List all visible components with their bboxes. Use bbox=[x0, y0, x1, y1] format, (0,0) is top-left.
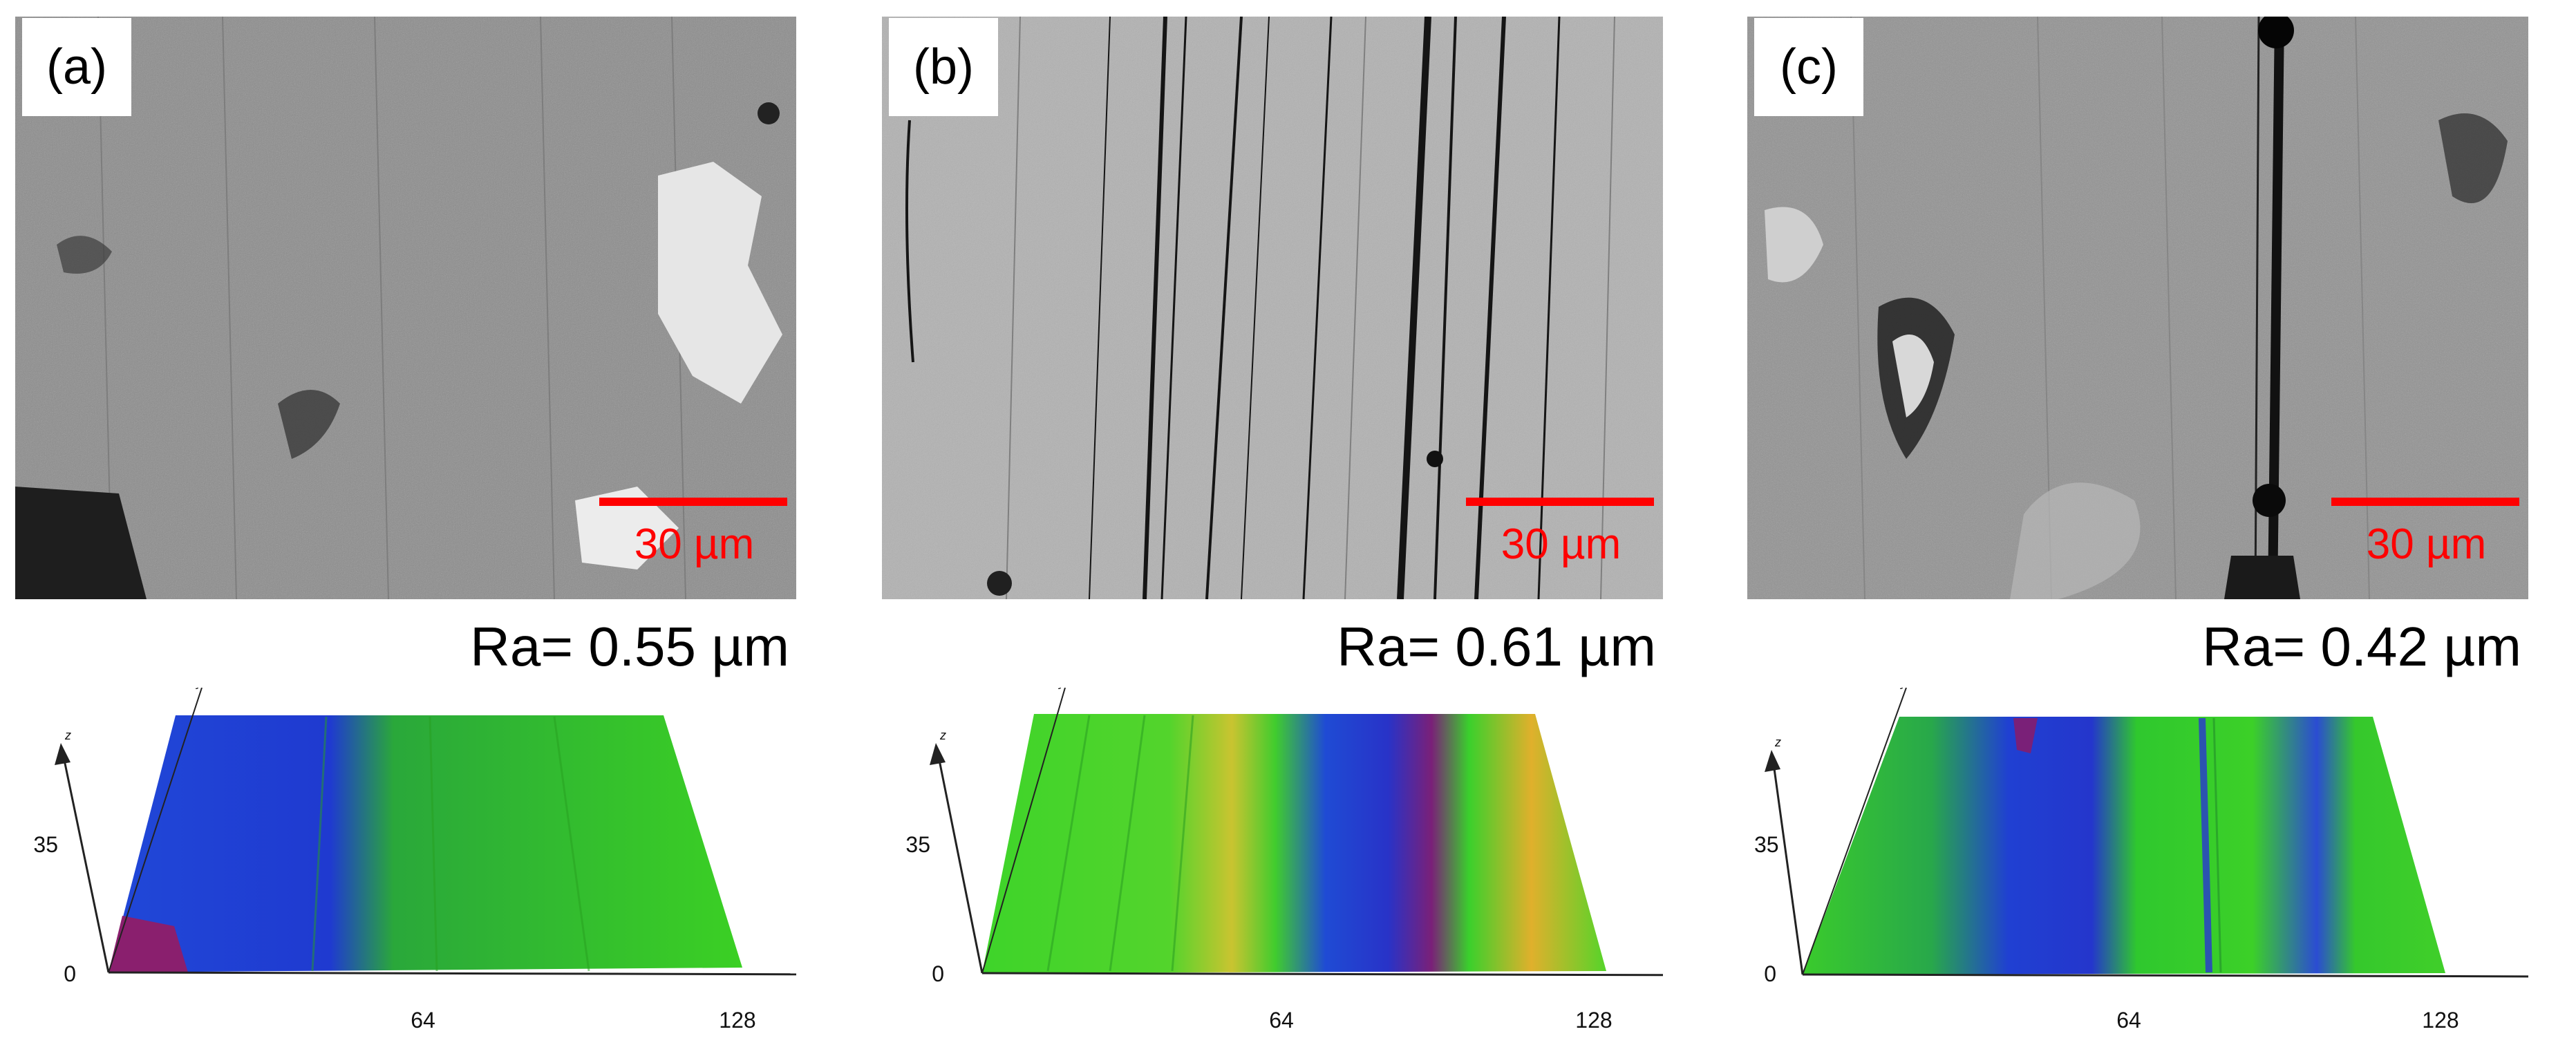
z-tick: 35 bbox=[905, 832, 930, 857]
roughness-value: Ra= 0.55 µm bbox=[470, 616, 789, 677]
panel-label: (a) bbox=[22, 18, 131, 116]
z-tick: 35 bbox=[1754, 832, 1779, 857]
sem-micrograph-c bbox=[1747, 17, 2528, 599]
z-axis-letter: z bbox=[939, 728, 946, 742]
surface-3d-shape bbox=[982, 714, 1606, 973]
roughness-value: Ra= 0.61 µm bbox=[1337, 616, 1656, 677]
panel-c: (c) 30 µm Ra= 0.42 µm z bbox=[1747, 0, 2528, 1045]
scale-bar-line bbox=[1466, 498, 1654, 506]
z-axis-line bbox=[1772, 763, 1804, 975]
panel-b: (b) 30 µm Ra= 0.61 µm bbox=[882, 0, 1663, 1045]
x-tick: 64 bbox=[1269, 1008, 1294, 1033]
sem-micrograph-a bbox=[15, 17, 796, 599]
panel-a: (a) 30 µm Ra= 0.55 µm z y x bbox=[15, 0, 796, 1045]
x-axis-line bbox=[108, 971, 796, 976]
x-tick: 64 bbox=[411, 1008, 435, 1033]
z-axis-line bbox=[937, 756, 984, 974]
surface-profile-a: z y x 35 0 64 128 bbox=[15, 688, 796, 1045]
z-tick: 35 bbox=[33, 832, 58, 857]
surface-profile-c: z y x 35 0 64 128 bbox=[1747, 688, 2528, 1045]
roughness-value: Ra= 0.42 µm bbox=[2202, 616, 2521, 677]
scale-bar-label: 30 µm bbox=[634, 520, 755, 568]
z-axis-line bbox=[62, 756, 110, 973]
x-axis-line bbox=[981, 972, 1663, 977]
x-tick: 128 bbox=[2422, 1008, 2459, 1033]
scale-bar-line bbox=[599, 498, 787, 506]
surface-profile-b: z y x 35 0 64 128 bbox=[882, 688, 1663, 1045]
panel-label: (b) bbox=[889, 18, 998, 116]
z-tick: 0 bbox=[64, 961, 76, 986]
surface-low-region bbox=[109, 916, 188, 972]
y-axis-letter: y bbox=[1057, 688, 1066, 689]
scale-bar-label: 30 µm bbox=[2366, 520, 2487, 568]
surface-3d-shape bbox=[1803, 717, 2445, 975]
scale-bar-label: 30 µm bbox=[1501, 520, 1621, 568]
panel-label: (c) bbox=[1754, 18, 1863, 116]
z-axis-letter: z bbox=[64, 728, 71, 742]
x-tick: 128 bbox=[719, 1008, 755, 1033]
y-axis-letter: y bbox=[195, 688, 203, 689]
x-axis-line bbox=[1802, 973, 2528, 978]
scale-bar-line bbox=[2331, 498, 2519, 506]
z-axis-letter: z bbox=[1774, 735, 1781, 749]
y-axis-letter: y bbox=[1899, 688, 1908, 689]
sem-micrograph-b bbox=[882, 17, 1663, 599]
surface-low-region bbox=[2013, 718, 2038, 753]
y-axis-line bbox=[108, 688, 203, 973]
x-tick: 64 bbox=[2116, 1008, 2141, 1033]
y-axis-line bbox=[1802, 688, 1907, 975]
x-tick: 128 bbox=[1575, 1008, 1612, 1033]
z-tick: 0 bbox=[932, 961, 944, 986]
y-axis-line bbox=[981, 688, 1066, 974]
surface-3d-shape bbox=[109, 715, 742, 972]
z-tick: 0 bbox=[1764, 961, 1776, 986]
